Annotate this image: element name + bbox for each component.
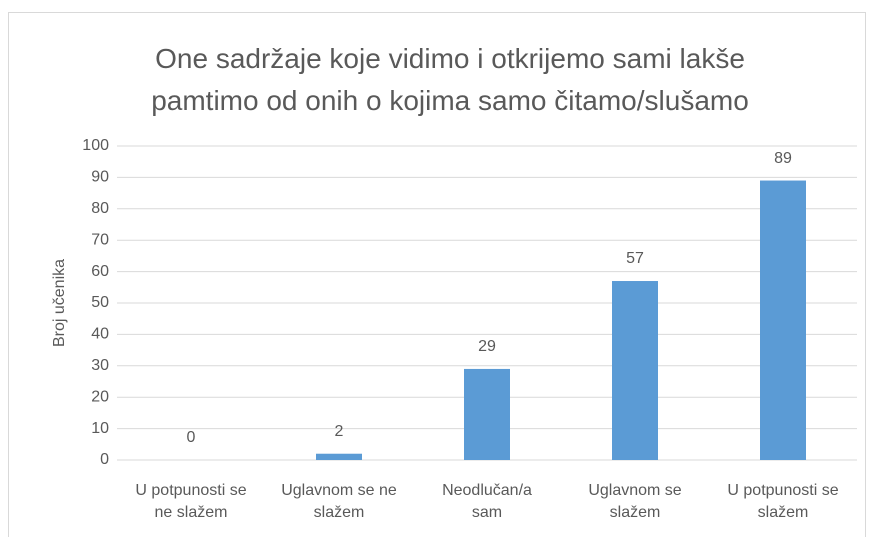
y-tick-label: 0 — [100, 451, 109, 468]
y-tick-label: 50 — [91, 294, 109, 311]
data-label: 57 — [626, 250, 644, 267]
y-tick-label: 70 — [91, 231, 109, 248]
data-label: 0 — [187, 429, 196, 446]
y-tick-label: 40 — [91, 326, 109, 343]
y-tick-label: 80 — [91, 200, 109, 217]
y-tick-label: 10 — [91, 420, 109, 437]
data-label: 2 — [335, 423, 344, 440]
x-tick-label: U potpunosti se ne slažem — [135, 482, 247, 521]
y-tick-label: 30 — [91, 357, 109, 374]
y-tick-label: 20 — [91, 388, 109, 405]
bar — [316, 453, 362, 460]
chart-border — [8, 12, 866, 537]
bar — [760, 180, 806, 461]
data-label: 29 — [478, 338, 496, 355]
y-tick-label: 100 — [82, 137, 109, 154]
y-axis-label: Broj učenika — [51, 259, 68, 347]
y-tick-label: 60 — [91, 263, 109, 280]
bar — [612, 281, 658, 460]
x-tick-label: Uglavnom se slažem — [588, 482, 682, 521]
data-label: 89 — [774, 150, 792, 167]
x-tick-label: Uglavnom se ne slažem — [281, 482, 397, 521]
x-tick-label: Neodlučan/a sam — [442, 482, 532, 521]
bar — [464, 368, 510, 460]
x-tick-label: U potpunosti se slažem — [727, 482, 839, 521]
chart-title: One sadržaje koje vidimo i otkrijemo sam… — [151, 43, 749, 116]
y-tick-label: 90 — [91, 169, 109, 186]
